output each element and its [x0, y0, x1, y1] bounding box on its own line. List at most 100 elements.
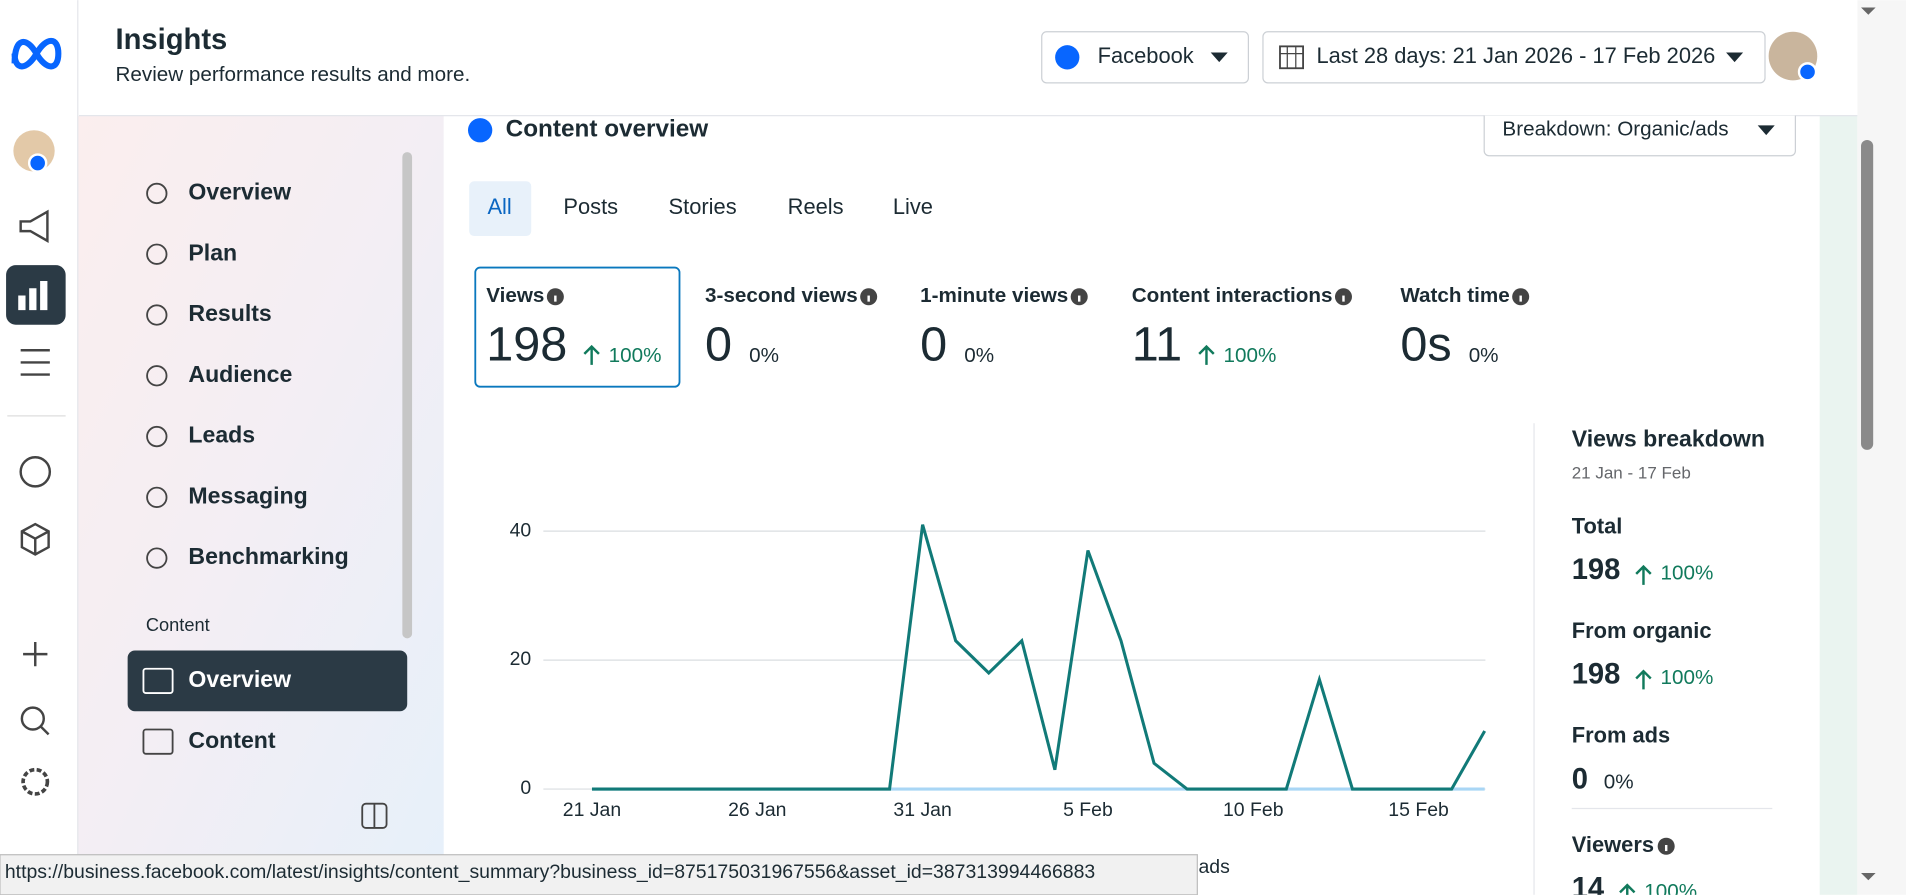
- panel-label: Total: [1572, 514, 1623, 539]
- panel-change: 0%: [1604, 770, 1634, 793]
- nav-item[interactable]: Leads: [188, 422, 255, 448]
- panel-title: Views breakdown: [1572, 425, 1765, 451]
- nav-item[interactable]: Overview: [188, 179, 291, 205]
- metric-label[interactable]: Content interactions: [1132, 284, 1333, 307]
- nav-icon: [146, 243, 168, 265]
- metric-change: 0%: [749, 344, 779, 367]
- tab[interactable]: Reels: [788, 194, 844, 219]
- billing-icon[interactable]: [19, 456, 52, 488]
- panel-label: From ads: [1572, 723, 1670, 748]
- panel-value: 0: [1572, 763, 1588, 795]
- tab[interactable]: Stories: [669, 194, 737, 219]
- nav-item[interactable]: Plan: [188, 239, 237, 265]
- add-icon[interactable]: [23, 641, 48, 667]
- caret: [1210, 52, 1228, 63]
- calendar-icon: [1279, 45, 1304, 70]
- nav-icon: [146, 486, 168, 508]
- nav-item[interactable]: Overview: [188, 666, 291, 692]
- sidebar: [77, 115, 444, 895]
- main: Content overview Breakdown: Organic/ads …: [467, 103, 1796, 895]
- metric-label[interactable]: 3-second views: [705, 284, 858, 307]
- breakdown-items: Total 198 100% From organic 198 100% From ads 0…: [1572, 514, 1713, 895]
- breakdown-dropdown[interactable]: [1483, 103, 1796, 157]
- nav-icon: [146, 425, 168, 448]
- nav: Overview Plan Results Audience Leads Messagin…: [127, 179, 408, 755]
- settings-icon[interactable]: [21, 767, 50, 796]
- metrics: Views 198 100% 3-second views 0 0% 1-minute vi…: [486, 284, 1530, 372]
- scrollbar-thumb[interactable]: [1861, 139, 1874, 450]
- tab[interactable]: Live: [893, 194, 933, 219]
- nav-item[interactable]: Benchmarking: [188, 543, 348, 569]
- metric-selected: [474, 266, 681, 388]
- panel-change: 100%: [1644, 880, 1697, 895]
- caret: [1726, 52, 1744, 63]
- metric-label[interactable]: Watch time: [1400, 284, 1509, 307]
- up-arrow: [1635, 564, 1652, 585]
- metric-label[interactable]: Views: [486, 284, 544, 307]
- metric-change: 0%: [964, 344, 994, 367]
- nav-icon: [146, 547, 168, 569]
- date-range: Last 28 days: 21 Jan 2026 - 17 Feb 2026: [1316, 43, 1715, 68]
- page-subtitle: Review performance results and more.: [115, 63, 470, 86]
- tab[interactable]: All: [487, 194, 511, 219]
- up-arrow: [1619, 883, 1636, 895]
- x-tick-label: 31 Jan: [893, 799, 951, 821]
- tab[interactable]: Posts: [563, 194, 618, 219]
- menu-icon[interactable]: [20, 349, 50, 376]
- caret: [1757, 125, 1775, 136]
- metric-change: 100%: [1223, 344, 1276, 367]
- nav-selected: [127, 650, 408, 712]
- panel-period: 21 Jan - 17 Feb: [1572, 464, 1691, 483]
- nav-icon: [146, 304, 168, 326]
- search-icon[interactable]: [20, 706, 45, 731]
- panel-label: From organic: [1572, 618, 1712, 643]
- nav-icon: [146, 182, 168, 205]
- fb-icon: [1055, 45, 1080, 70]
- nav-section: Content: [146, 614, 210, 635]
- ads-icon[interactable]: [19, 209, 49, 243]
- y-tick-label: 0: [520, 777, 531, 799]
- assets-icon[interactable]: [20, 522, 50, 556]
- metric-value: 0: [920, 318, 947, 372]
- nav-item[interactable]: Results: [188, 300, 271, 326]
- platform-label: Facebook: [1098, 43, 1194, 68]
- up-arrow: [1635, 669, 1652, 690]
- metric-value: 11: [1132, 318, 1182, 372]
- series-line: [591, 524, 1487, 791]
- up-arrow: [1198, 344, 1215, 365]
- y-tick-label: 40: [510, 519, 532, 541]
- sidebar-scrollbar[interactable]: [402, 152, 413, 639]
- panel-value: 198: [1572, 554, 1621, 586]
- panel-change: 100%: [1660, 561, 1713, 584]
- date-dropdown[interactable]: [1262, 31, 1766, 84]
- up-arrow: [583, 344, 600, 365]
- nav-item[interactable]: Messaging: [188, 482, 307, 508]
- meta-logo[interactable]: [11, 37, 62, 70]
- panel-value: 14: [1572, 873, 1605, 895]
- right-gutter: [1819, 115, 1858, 895]
- x-tick-label: 10 Feb: [1223, 799, 1284, 821]
- metric-value: 0s: [1400, 318, 1451, 372]
- panel-change: 100%: [1660, 666, 1713, 689]
- search-icon-handle: [39, 725, 50, 736]
- nav-icon: [146, 365, 168, 387]
- breakdown-label: Breakdown: Organic/ads: [1502, 118, 1728, 141]
- status-url: https://business.facebook.com/latest/ins…: [5, 861, 1095, 883]
- tabs: All Posts Stories Reels Live: [469, 181, 933, 236]
- nav-item[interactable]: Audience: [188, 361, 292, 387]
- metric-change: 0%: [1469, 344, 1499, 367]
- fb-badge: [27, 153, 48, 173]
- fb-icon: [467, 118, 493, 143]
- metric-label[interactable]: 1-minute views: [920, 284, 1068, 307]
- x-tick-label: 26 Jan: [728, 799, 786, 821]
- x-tick-label: 15 Feb: [1388, 799, 1449, 821]
- nav-item[interactable]: Content: [188, 727, 275, 753]
- tab-selected: [469, 181, 532, 236]
- x-tick-label: 5 Feb: [1063, 799, 1113, 821]
- calendar-grid: [1279, 46, 1304, 69]
- y-tick-label: 20: [510, 648, 532, 670]
- platform-dropdown[interactable]: [1041, 31, 1249, 84]
- nav-icon: [142, 667, 174, 694]
